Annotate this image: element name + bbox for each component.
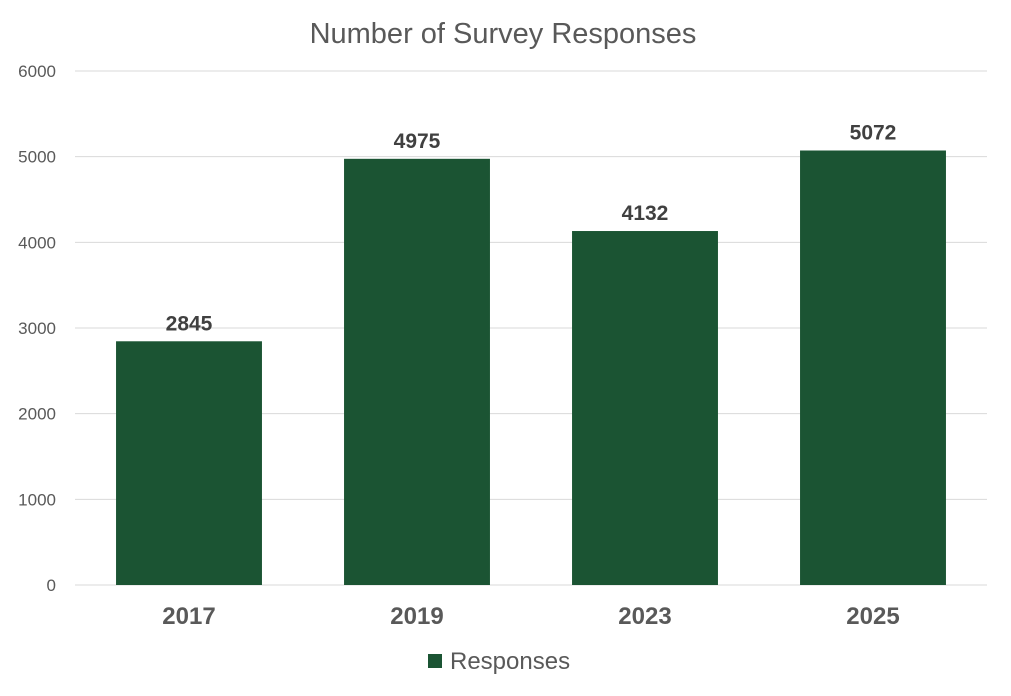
y-tick-label-6000: 6000 <box>18 62 56 81</box>
y-tick-label-4000: 4000 <box>18 233 56 252</box>
data-label-2025: 5072 <box>850 121 897 144</box>
x-tick-label-2019: 2019 <box>390 603 443 630</box>
legend: Responses <box>428 648 570 675</box>
data-label-2017: 2845 <box>166 312 213 335</box>
y-tick-label-1000: 1000 <box>18 490 56 509</box>
legend-label: Responses <box>450 648 570 675</box>
data-label-2023: 4132 <box>622 202 669 225</box>
legend-swatch <box>428 654 442 668</box>
y-tick-label-0: 0 <box>47 576 56 595</box>
y-tick-label-2000: 2000 <box>18 405 56 424</box>
chart-title: Number of Survey Responses <box>310 18 697 50</box>
bars <box>116 150 946 586</box>
y-tick-label-5000: 5000 <box>18 148 56 167</box>
y-tick-label-3000: 3000 <box>18 319 56 338</box>
x-tick-label-2025: 2025 <box>846 603 899 630</box>
bar-2019 <box>344 158 490 585</box>
bar-2025 <box>800 150 946 586</box>
x-tick-label-2023: 2023 <box>618 603 671 630</box>
bar-2023 <box>572 231 718 585</box>
y-axis-ticks: 0 1000 2000 3000 4000 5000 6000 <box>18 62 56 595</box>
bar-2017 <box>116 341 262 585</box>
x-tick-label-2017: 2017 <box>162 603 215 630</box>
x-axis-ticks: 2017 2019 2023 2025 <box>162 603 899 630</box>
data-label-2019: 4975 <box>394 130 441 153</box>
data-labels: 2845 4975 4132 5072 <box>166 121 897 335</box>
